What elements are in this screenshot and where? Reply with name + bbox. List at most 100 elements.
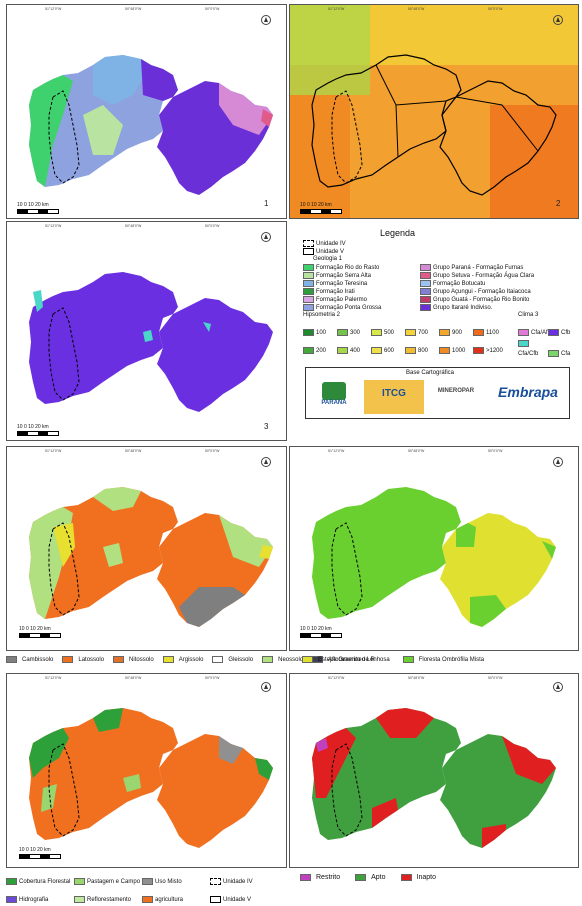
climate-map-panel: 3 10 0 10 20 km 51°12'0"W 50°48'0"W 50°0… (6, 221, 287, 441)
hyp-legend-item: 800 (405, 346, 439, 356)
legend-label: 900 (452, 330, 463, 336)
legend-label: Pastagem e Campo (87, 879, 141, 885)
legend-swatch (420, 296, 431, 304)
clima-legend: Cfa/Af Cfb Cfa/Cfb Cfa (518, 321, 580, 360)
lon-tick: 51°12'0"W (328, 676, 345, 680)
hyp-legend-item: 200 (303, 346, 337, 356)
legend-label: >1200 (486, 348, 503, 354)
scale-bar (19, 633, 61, 638)
legend-label: Grupo Setuva - Formação Água Clara (433, 273, 535, 280)
legend-swatch (518, 339, 529, 347)
base-title: Base Cartográfica (406, 370, 455, 376)
geology-map-panel: 1 10 0 10 20 km 51°12'0"W 50°48'0"W 50°0… (6, 4, 287, 219)
panel-number: 2 (556, 199, 561, 208)
scale-bar (19, 854, 61, 859)
legend-clima-title: Clima 3 (518, 312, 539, 318)
north-arrow-icon (261, 15, 271, 25)
legend-hyp-title: Hipsometria 2 (303, 312, 341, 318)
legend-label: Latossolo (78, 657, 105, 664)
geo-legend-item: Grupo Setuva - Formação Água Clara (420, 272, 534, 280)
legend-label: agricultura (155, 897, 184, 903)
hyp-legend-item: 900 (439, 328, 473, 338)
legend-label: Formação Serra Alta (316, 273, 372, 280)
legend-label: Formação Palermo (316, 297, 368, 304)
veg-legend-item: Estepe Gramíneo Lenhosa (302, 656, 395, 663)
legend-swatch (439, 346, 450, 354)
legend-swatch (303, 280, 314, 288)
scale-label: 10 0 10 20 km (19, 626, 51, 632)
landuse-map-panel: 10 0 10 20 km 51°12'0"W 50°48'0"W 50°0'0… (6, 673, 287, 868)
legend-label: Cfa/Cfb (518, 351, 539, 357)
climate-map (29, 272, 273, 412)
hyp-legend-item: 1100 (473, 328, 507, 338)
aptidao-map (312, 708, 556, 848)
legend-swatch (371, 346, 382, 354)
legend-label: Formação Botucatu (433, 281, 486, 288)
lon-tick: 50°48'0"W (125, 224, 142, 228)
legend-label: Formação Teresina (316, 281, 368, 288)
hyp-legend-item: 100 (303, 328, 337, 338)
legend-swatch (420, 304, 431, 312)
lon-tick: 50°48'0"W (408, 449, 425, 453)
legend-label: 700 (418, 330, 429, 336)
legend-label: Reflorestamento (87, 897, 132, 903)
lon-tick: 50°0'0"W (205, 224, 220, 228)
legend-geo-title: Geologia 1 (313, 256, 343, 262)
panel-number: 3 (264, 422, 269, 431)
legend-swatch (400, 874, 412, 881)
legend-swatch (113, 656, 125, 663)
hyp-legend-item: 1000 (439, 346, 473, 356)
legend-swatch (62, 656, 74, 663)
legend-label: Grupo Itararé Indiviso. (433, 305, 493, 312)
lon-tick: 50°48'0"W (125, 449, 142, 453)
hyp-legend: 100 300 500 700 900 1100 200 400 600 800 1000 >1200 (303, 321, 513, 357)
scale-label: 10 0 10 20 km (300, 626, 332, 632)
legend-label: Grupo Guatá - Formação Rio Bonito (433, 297, 530, 304)
legend-swatch (162, 656, 174, 663)
legend-swatch (420, 264, 431, 271)
legend-swatch (303, 346, 314, 354)
legend-swatch (6, 895, 17, 903)
legend-swatch (405, 328, 416, 336)
soil-legend-item: Gleissolo (212, 656, 258, 663)
legend-swatch (303, 304, 314, 312)
legend-swatch (337, 346, 348, 354)
aptidao-legend-item: Inapto (400, 874, 441, 881)
scale-bar (300, 209, 342, 214)
legend-label: 300 (350, 330, 361, 336)
legend-label: Apto (371, 874, 386, 882)
legend-swatch (303, 264, 314, 271)
aptidao-legend-item: Restrito (300, 874, 345, 881)
legend-label: Afloramento de R (328, 657, 375, 664)
legend-swatch (6, 656, 17, 663)
scale-bar (17, 431, 59, 436)
legend-label: Uso Misto (155, 879, 182, 885)
legend-swatch (355, 874, 367, 881)
landuse-legend-item: Pastagem e Campo (74, 877, 142, 887)
legend-swatch (6, 877, 17, 885)
soil-legend-item: Cambissolo (6, 656, 58, 663)
geo-legend-item: Formação Serra Alta (303, 272, 381, 280)
soils-map (29, 487, 273, 627)
legend-label: 800 (418, 348, 429, 354)
clima-legend-item: Cfa/Af (518, 328, 548, 338)
soil-legend-item: Argissolo (162, 656, 209, 663)
legend-label: 600 (384, 348, 395, 354)
geo-legend-right: Grupo Paraná - Formação Furnas Grupo Setu… (420, 264, 534, 312)
geo-legend-left: Formação Rio do Rasto Formação Serra Alta… (303, 264, 381, 312)
lon-tick: 50°48'0"W (408, 7, 425, 11)
lon-tick: 51°12'0"W (45, 676, 62, 680)
scale-bar (300, 633, 342, 638)
hypsometry-map (290, 5, 578, 218)
legend-swatch (303, 288, 314, 296)
north-arrow-icon (261, 232, 271, 242)
legend-swatch (518, 328, 529, 336)
north-arrow-icon (261, 682, 271, 692)
legend-swatch (262, 656, 274, 663)
panel-number: 1 (264, 199, 269, 208)
geo-legend-item: Formação Ponta Grossa (303, 304, 381, 312)
north-arrow-icon (261, 457, 271, 467)
geo-legend-item: Grupo Guatá - Formação Rio Bonito (420, 296, 534, 304)
logo-mineropar: MINEROPAR (437, 388, 475, 394)
hyp-legend-item: 700 (405, 328, 439, 338)
